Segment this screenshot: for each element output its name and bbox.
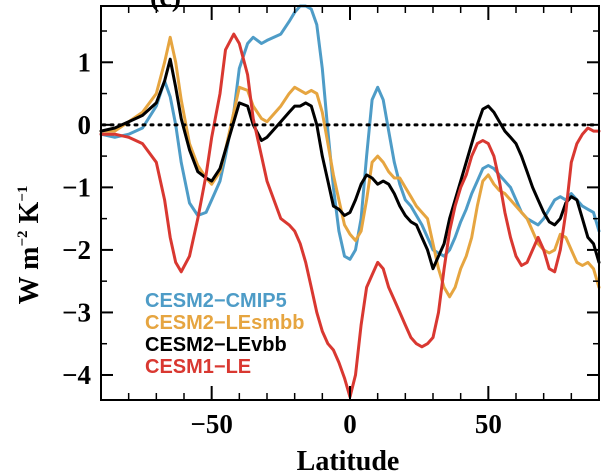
y-axis-title-exp2: −1	[15, 186, 31, 202]
y-tick-label: 0	[78, 110, 92, 140]
y-axis-title-exp1: −2	[15, 230, 31, 246]
legend-entry-3: CESM2−LEvbb	[145, 334, 287, 356]
y-axis-title: W m−2 K−1	[14, 186, 45, 305]
y-tick-label: −3	[62, 297, 91, 327]
series-line-1	[99, 4, 601, 261]
legend-entry-2: CESM2−LEsmbb	[145, 312, 304, 334]
y-tick-label: −4	[62, 360, 91, 390]
series-line-2	[99, 35, 601, 299]
x-tick-label: −50	[190, 409, 232, 439]
x-tick-label: 0	[343, 409, 357, 439]
y-axis-title-k: K	[14, 201, 45, 230]
legend-entry-4: CESM1−LE	[145, 356, 251, 378]
y-tick-label: −1	[62, 172, 91, 202]
y-tick-label: 1	[78, 47, 92, 77]
series-line-3	[99, 57, 601, 271]
x-tick-label: 50	[475, 409, 502, 439]
legend: CESM2−CMIP5CESM2−LEsmbbCESM2−LEvbbCESM1−…	[145, 290, 304, 378]
y-tick-label: −2	[62, 235, 91, 265]
y-axis-title-unit: W m	[14, 247, 45, 305]
x-axis-title: Latitude	[297, 446, 400, 476]
series-layer	[99, 4, 601, 399]
series-line-4	[99, 32, 601, 399]
legend-entry-1: CESM2−CMIP5	[145, 290, 287, 312]
ticks-layer: −4 −3 −2 −1 0 1 −50 0 50	[62, 6, 599, 439]
